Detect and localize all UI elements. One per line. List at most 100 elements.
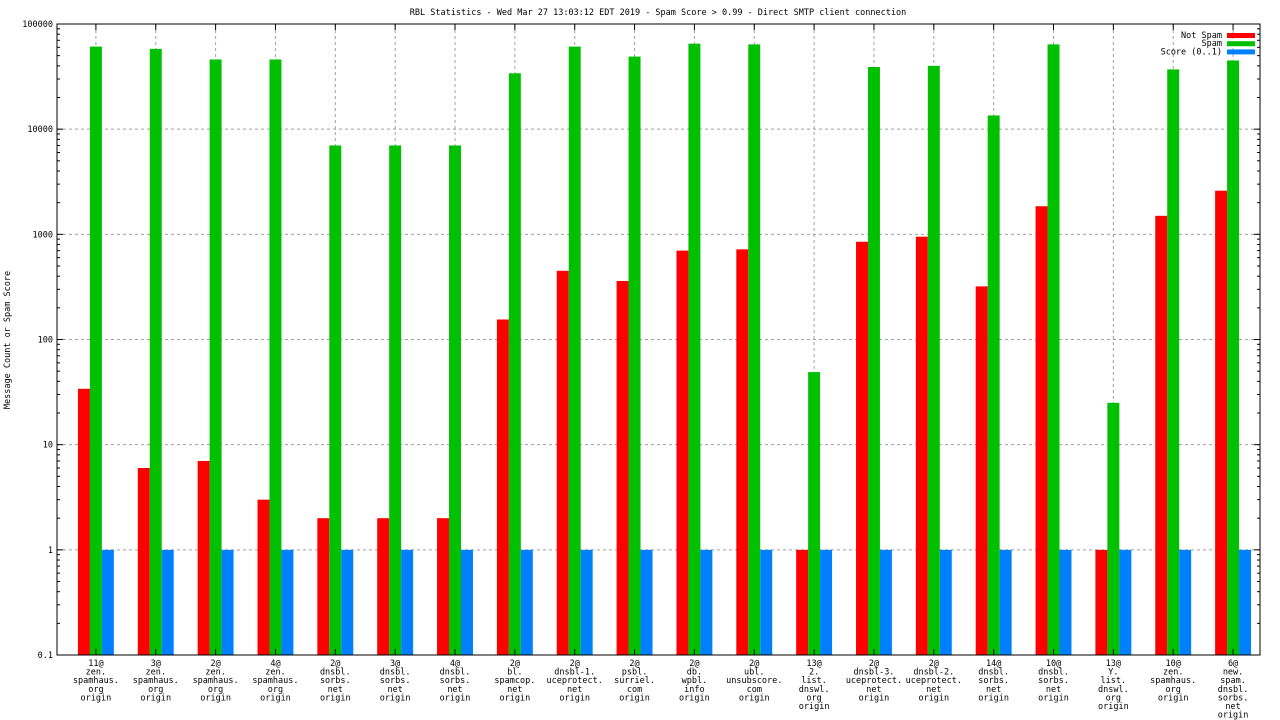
- bar-score-0-1: [1179, 549, 1192, 655]
- bar-spam: [329, 145, 342, 655]
- bar-spam: [1227, 60, 1240, 656]
- legend-swatch: [1227, 33, 1255, 38]
- bar-not-spam: [257, 499, 270, 655]
- x-tick-label: 2@ db. wpbl. info origin: [679, 659, 710, 703]
- legend-label: Spam: [1202, 39, 1222, 49]
- y-tick-label: 100: [38, 336, 53, 346]
- y-tick-label: 0.1: [38, 651, 53, 661]
- x-tick-label: 2@ bl. spamcop. net origin: [494, 659, 535, 703]
- bar-not-spam: [137, 467, 150, 655]
- bar-score-0-1: [939, 549, 952, 655]
- bar-spam: [209, 59, 222, 656]
- bar-spam: [389, 145, 402, 655]
- bar-not-spam: [1215, 190, 1228, 656]
- x-tick-label: 4@ dnsbl. sorbs. net origin: [440, 659, 471, 703]
- bar-score-0-1: [999, 549, 1012, 655]
- bar-score-0-1: [640, 549, 653, 655]
- legend-label: Not Spam: [1181, 31, 1222, 41]
- bar-not-spam: [1155, 215, 1168, 656]
- bar-not-spam: [616, 280, 629, 655]
- bar-spam: [1107, 402, 1120, 655]
- bar-spam: [1167, 69, 1180, 656]
- legend-swatch: [1227, 49, 1255, 55]
- bar-not-spam: [556, 270, 569, 655]
- bar-score-0-1: [700, 549, 713, 655]
- bar-score-0-1: [879, 549, 892, 655]
- bar-score-0-1: [1239, 549, 1252, 655]
- x-tick-label: 13@ Y. list. dnswl. org origin: [1098, 659, 1129, 712]
- bar-not-spam: [676, 250, 689, 656]
- bar-spam: [688, 43, 701, 655]
- bar-not-spam: [437, 518, 450, 655]
- chart-title: RBL Statistics - Wed Mar 27 13:03:12 EDT…: [410, 8, 906, 18]
- bars: [77, 43, 1252, 656]
- bar-spam: [808, 372, 821, 655]
- bar-spam: [927, 65, 940, 655]
- x-tick-label: 2@ psbl. surriel. com origin: [614, 659, 655, 703]
- bar-spam: [269, 59, 282, 656]
- bar-score-0-1: [1059, 549, 1072, 655]
- bar-not-spam: [1095, 549, 1108, 655]
- y-tick-label: 100000: [22, 20, 53, 30]
- bar-score-0-1: [820, 549, 833, 655]
- bar-spam: [508, 73, 521, 655]
- bar-spam: [748, 44, 761, 655]
- x-tick-label: 2@ dnsbl. sorbs. net origin: [320, 659, 351, 703]
- bar-score-0-1: [1119, 549, 1132, 655]
- bar-not-spam: [736, 249, 749, 655]
- bar-not-spam: [856, 241, 868, 655]
- x-tick-label: 4@ zen. spamhaus. org origin: [252, 659, 298, 703]
- y-axis-ticks: 0.1 1 10 100 1000 10000 100000: [22, 20, 1260, 661]
- bar-score-0-1: [401, 549, 414, 655]
- bar-not-spam: [796, 549, 809, 655]
- y-tick-label: 1: [48, 546, 53, 556]
- x-tick-label: 2@ dnsbl-2. uceprotect. net origin: [906, 659, 962, 703]
- y-tick-label: 10000: [27, 125, 53, 135]
- bar-not-spam: [377, 518, 390, 655]
- x-tick-label: 6@ new. spam. dnsbl. sorbs. net origin: [1218, 659, 1249, 720]
- y-tick-label: 1000: [33, 230, 53, 240]
- bar-not-spam: [1035, 206, 1048, 655]
- bar-spam: [568, 46, 581, 655]
- x-tick-label: 11@ zen. spamhaus. org origin: [73, 659, 119, 703]
- x-tick-label: 2@ ubl. unsubscore. com origin: [726, 659, 782, 703]
- bar-not-spam: [975, 286, 988, 655]
- x-tick-label: 14@ dnsbl. sorbs. net origin: [978, 659, 1009, 703]
- bar-spam: [867, 67, 880, 656]
- bar-score-0-1: [341, 549, 354, 655]
- bar-spam: [987, 115, 1000, 655]
- x-tick-label: 3@ dnsbl. sorbs. net origin: [380, 659, 411, 703]
- legend-label: Score (0..1): [1161, 47, 1222, 57]
- bar-score-0-1: [760, 549, 773, 655]
- bar-spam: [449, 145, 461, 655]
- x-tick-label: 3@ zen. spamhaus. org origin: [133, 659, 179, 703]
- x-tick-label: 2@ dnsbl-1. uceprotect. net origin: [547, 659, 603, 703]
- grid: [57, 24, 1260, 655]
- bar-spam: [89, 46, 102, 655]
- bar-not-spam: [317, 518, 330, 655]
- bar-not-spam: [496, 319, 509, 655]
- x-tick-label: 10@ dnsbl. sorbs. net origin: [1038, 659, 1069, 703]
- x-tick-label: 13@ 2. list. dnswl. org origin: [799, 659, 830, 712]
- y-axis-label: Message Count or Spam Score: [3, 271, 13, 409]
- bar-score-0-1: [281, 549, 294, 655]
- bar-spam: [149, 48, 162, 655]
- bar-score-0-1: [580, 549, 593, 655]
- bar-score-0-1: [520, 549, 533, 655]
- y-tick-label: 10: [43, 441, 53, 451]
- bar-spam: [1047, 44, 1060, 655]
- legend-swatch: [1227, 41, 1255, 47]
- bar-not-spam: [915, 236, 928, 655]
- bar-spam: [628, 56, 641, 655]
- x-tick-label: 2@ dnsbl-3. uceprotect. net origin: [846, 659, 902, 703]
- x-tick-label: 2@ zen. spamhaus. org origin: [193, 659, 239, 703]
- bar-score-0-1: [460, 549, 473, 655]
- bar-score-0-1: [221, 549, 234, 655]
- bar-score-0-1: [161, 549, 174, 655]
- bar-score-0-1: [101, 549, 114, 655]
- bar-not-spam: [77, 388, 90, 655]
- x-axis-ticks: 11@ zen. spamhaus. org origin 3@ zen. spamhaus.…: [73, 24, 1249, 720]
- bar-not-spam: [197, 460, 210, 655]
